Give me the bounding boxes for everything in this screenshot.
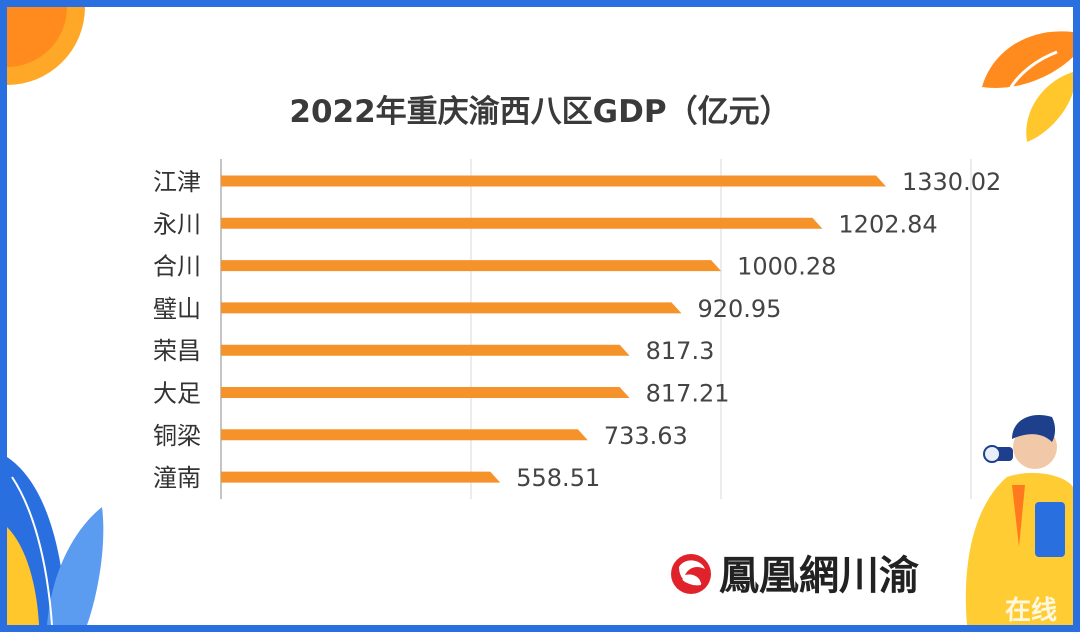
bar-1 <box>221 175 887 187</box>
bar-6 <box>221 387 630 398</box>
value-label-5: 817.3 <box>646 337 715 365</box>
chart-title: 2022年重庆渝西八区GDP（亿元） <box>289 94 790 130</box>
value-label-2: 1202.84 <box>838 210 937 238</box>
bar-4 <box>221 302 682 314</box>
category-label-1: 江津 <box>153 168 201 196</box>
value-label-6: 817.21 <box>646 380 730 408</box>
value-label-3: 1000.28 <box>737 253 836 281</box>
bar-7 <box>221 429 588 441</box>
phoenix-logo-icon <box>671 554 711 594</box>
decoration-bottom-left-plants <box>7 457 104 625</box>
category-label-8: 潼南 <box>153 464 201 492</box>
brand-name: 鳳凰網川渝 <box>719 552 919 599</box>
decoration-top-left-sun <box>7 7 85 85</box>
value-label-8: 558.51 <box>516 464 600 492</box>
value-label-4: 920.95 <box>697 295 781 323</box>
bar-8 <box>221 471 501 483</box>
category-label-4: 璧山 <box>153 295 201 323</box>
category-label-3: 合川 <box>153 253 201 281</box>
value-label-1: 1330.02 <box>902 168 1001 196</box>
category-label-6: 大足 <box>153 380 201 408</box>
watermark: 在线 <box>1005 596 1057 625</box>
bars <box>221 175 887 483</box>
category-label-5: 荣昌 <box>153 337 201 365</box>
gridlines <box>470 159 972 500</box>
decoration-top-right-leaves <box>982 31 1073 142</box>
category-label-2: 永川 <box>153 210 201 238</box>
brand-logo: 鳳凰網川渝 <box>671 552 919 599</box>
bar-3 <box>221 260 722 272</box>
bar-2 <box>221 217 823 229</box>
bar-5 <box>221 344 630 356</box>
category-label-7: 铜梁 <box>153 422 201 450</box>
decoration-bottom-right-person <box>965 415 1073 625</box>
value-label-7: 733.63 <box>604 422 688 450</box>
